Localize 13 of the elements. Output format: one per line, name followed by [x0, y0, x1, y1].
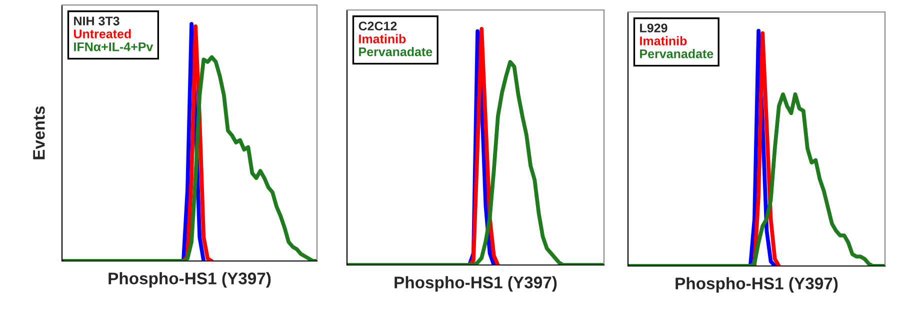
text: Imatinib [359, 34, 406, 44]
text: Imatinib [640, 36, 687, 46]
text: IFNα+IL-4+Pv [74, 42, 154, 52]
legend-title: C2C12 [358, 22, 397, 30]
x-axis-title: Phospho-HS1 (Y397) [676, 277, 838, 293]
text: Pervanadate [359, 47, 432, 56]
x-axis-title: Phospho-HS1 (Y397) [108, 272, 271, 288]
x-axis-title: Phospho-HS1 (Y397) [394, 276, 557, 292]
legend-title: NIH 3T3 [74, 16, 120, 26]
legend-title: L929 [640, 24, 668, 32]
y-axis-title: Events [33, 106, 45, 160]
text: Pervanadate [640, 49, 714, 58]
text: Untreated [74, 29, 131, 38]
